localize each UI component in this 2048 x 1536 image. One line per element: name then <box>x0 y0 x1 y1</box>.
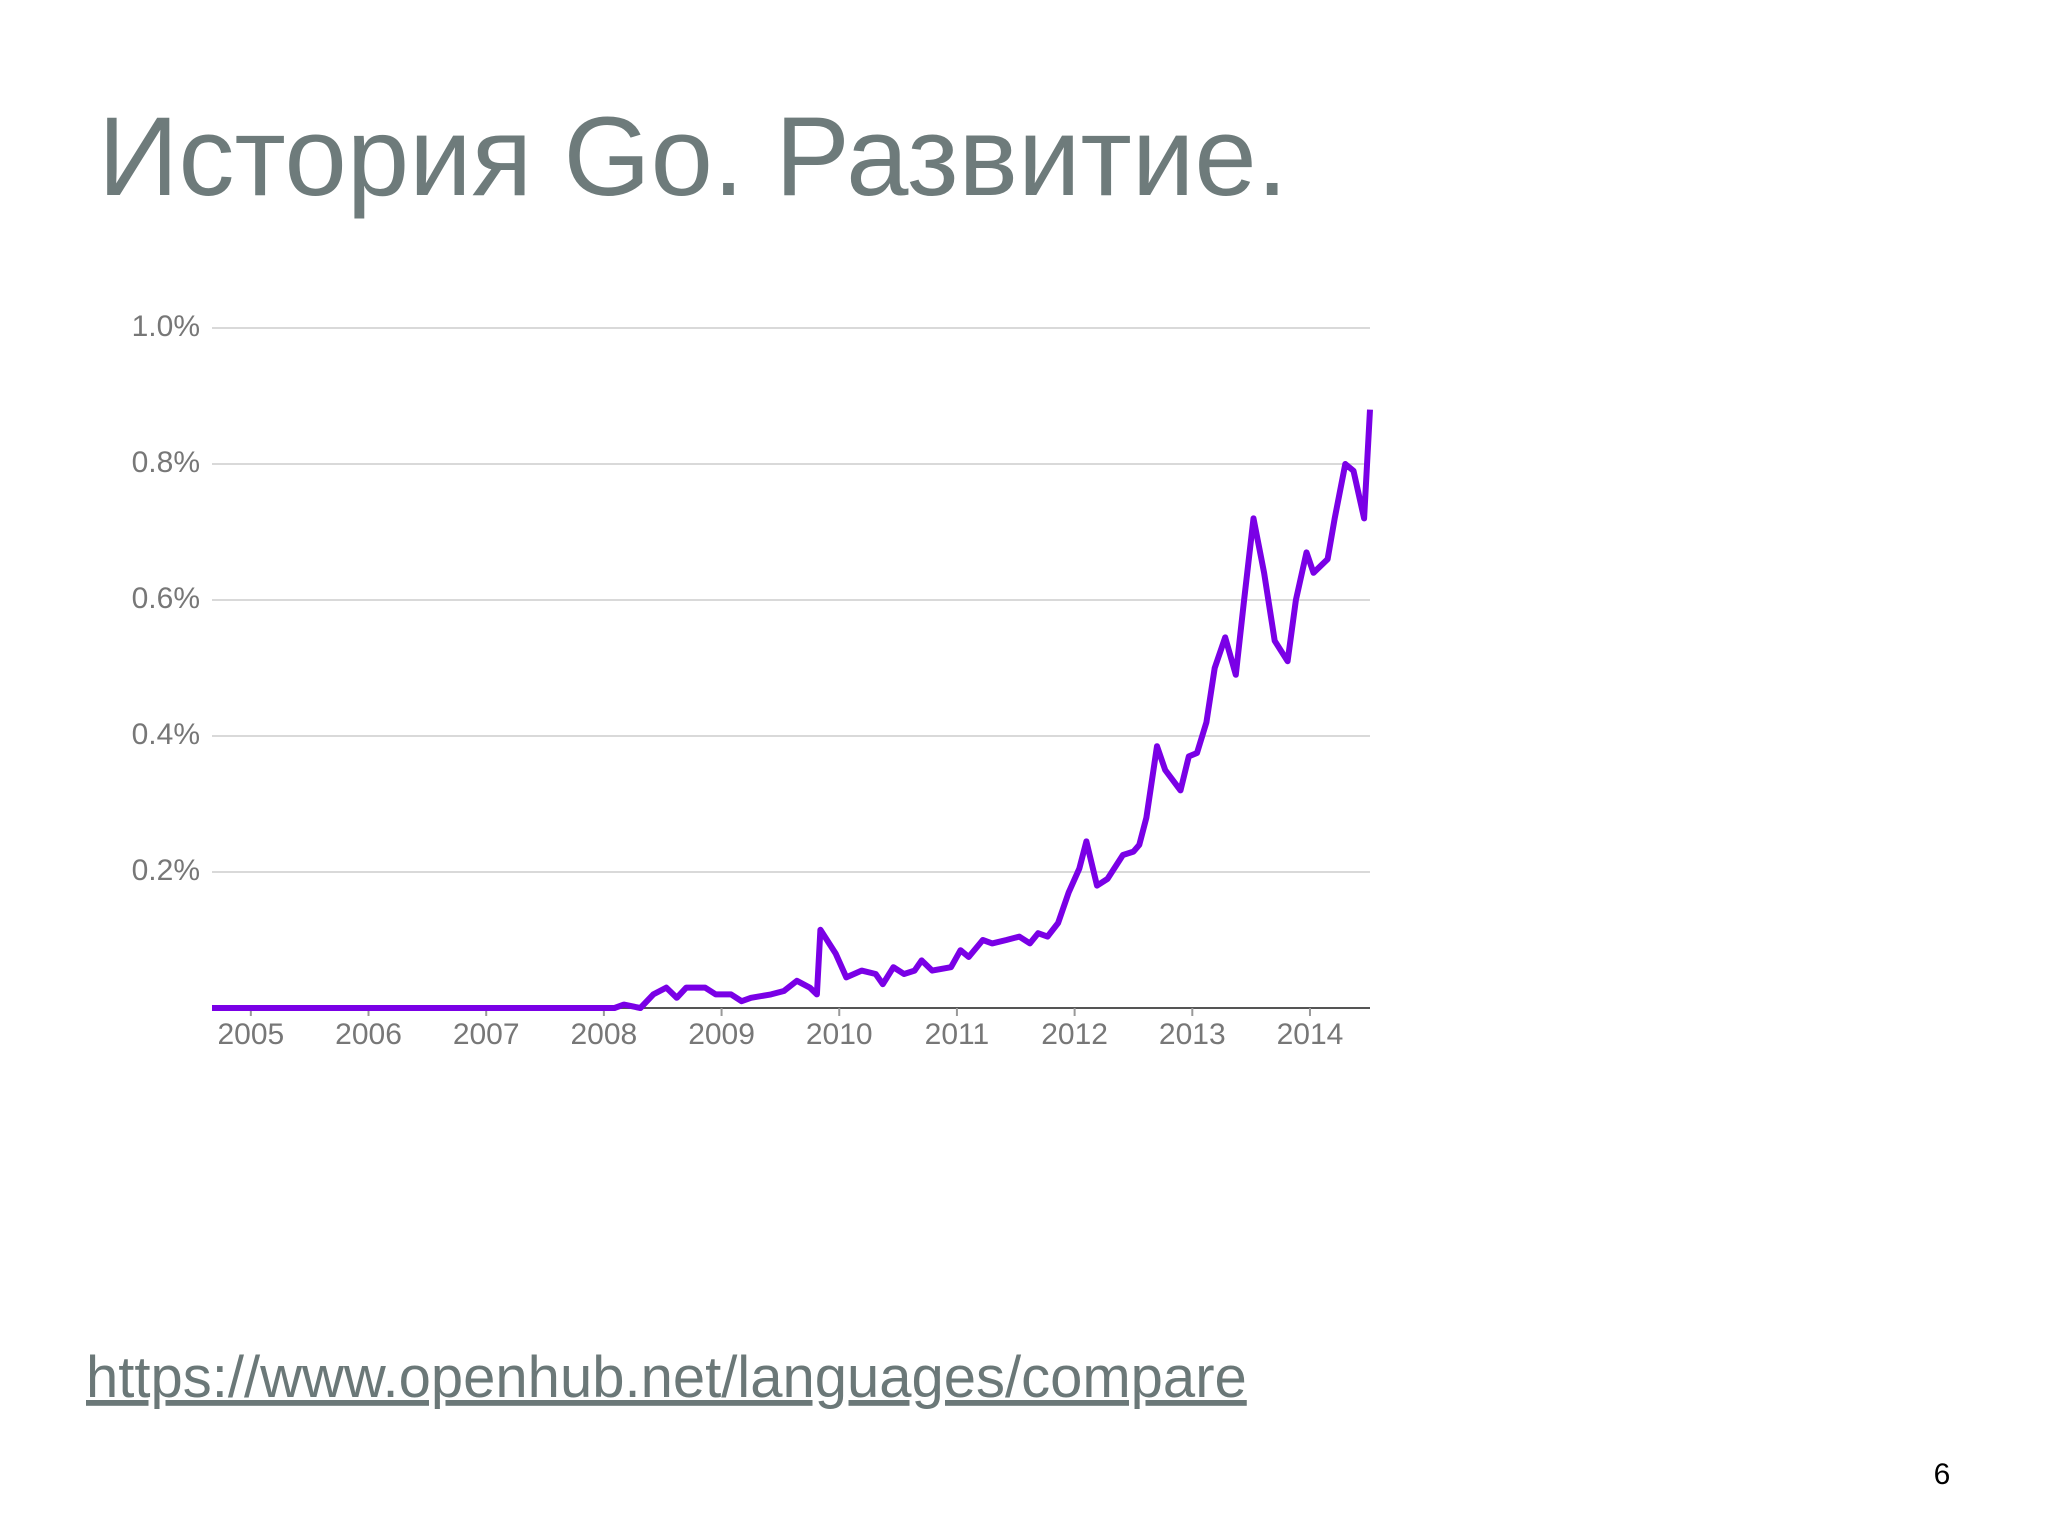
page-number: 6 <box>1934 1458 1951 1491</box>
source-link[interactable]: https://www.openhub.net/languages/compar… <box>86 1345 1247 1410</box>
slide-title: История Go. Развитие. <box>98 94 1288 219</box>
x-tick-label: 2006 <box>335 1018 402 1051</box>
x-tick-label: 2012 <box>1041 1018 1108 1051</box>
x-tick-label: 2011 <box>925 1018 990 1051</box>
x-tick-label: 2005 <box>217 1018 284 1051</box>
y-tick-label: 0.2% <box>132 854 200 887</box>
x-tick-label: 2010 <box>806 1018 873 1051</box>
x-tick-label: 2009 <box>688 1018 755 1051</box>
x-tick-label: 2007 <box>453 1018 520 1051</box>
data-line <box>212 409 1373 1011</box>
x-tick-label: 2014 <box>1277 1018 1344 1051</box>
y-tick-label: 0.6% <box>132 582 200 615</box>
y-tick-label: 0.4% <box>132 718 200 751</box>
x-tick-label: 2013 <box>1159 1018 1226 1051</box>
y-tick-label: 1.0% <box>132 310 200 343</box>
x-tick-label: 2008 <box>571 1018 638 1051</box>
y-tick-label: 0.8% <box>132 446 200 479</box>
